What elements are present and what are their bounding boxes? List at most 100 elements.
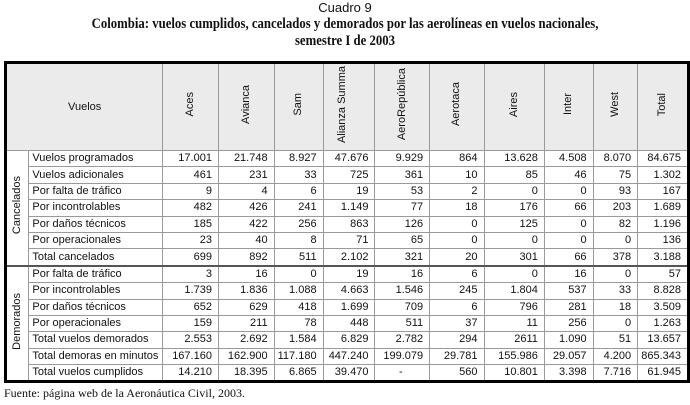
column-header: Aires: [483, 62, 545, 151]
group-demorados: Demorados: [4, 264, 30, 383]
cell-value: 33: [273, 166, 324, 184]
cell-value: 61.945: [637, 364, 689, 383]
table-row: Por falta de tráfico 9 4 6 19 53 2 0 0 93 167: [6, 182, 689, 201]
table-row: Total vuelos cumplidos 14.210 18.395 6.865 3…: [6, 364, 689, 383]
cell-value: 361: [374, 166, 431, 184]
cell-value: 1.302: [637, 166, 689, 184]
table-row: Total vuelos demorados 2.553 2.692 1.584 6.8…: [6, 331, 689, 349]
cell-value: 725: [322, 166, 376, 184]
cell-value: 256: [273, 215, 324, 233]
row-label: Por incontrolables: [28, 282, 164, 300]
cell-value: 20: [429, 248, 485, 267]
cell-value: 418: [273, 298, 324, 316]
cell-value: 3.188: [637, 248, 689, 267]
cell-value: 13.628: [483, 149, 545, 168]
table-row: Vuelos adicionales 461 231 33 725 361 10 85 46 75…: [6, 166, 689, 184]
column-header: Inter: [543, 62, 594, 151]
column-header: Total: [637, 62, 689, 151]
cell-value: 0: [483, 231, 545, 250]
table-row: Por daños técnicos 652 629 418 1.699 709 6 796 2…: [6, 298, 689, 316]
cell-value: 2.553: [162, 331, 219, 349]
cell-value: 21.748: [217, 149, 275, 168]
row-label: Por daños técnicos: [28, 215, 164, 233]
cell-value: 422: [217, 215, 275, 233]
cell-value: 117.180: [273, 347, 324, 366]
cell-value: 78: [273, 314, 324, 333]
column-header-label: Sam: [292, 93, 305, 116]
cell-value: 1.088: [273, 282, 324, 300]
cell-value: 448: [322, 314, 376, 333]
cell-value: 0: [429, 215, 485, 233]
cell-value: 37: [429, 314, 485, 333]
cell-value: 16: [217, 264, 275, 284]
cell-value: 46: [543, 166, 594, 184]
title-line-1: Colombia: vuelos cumplidos, cancelados y…: [91, 16, 599, 32]
group-label: Cancelados: [11, 176, 24, 235]
column-header-label: Aerotaca: [450, 82, 463, 127]
cell-value: 294: [429, 331, 485, 349]
cell-value: 4.508: [543, 149, 594, 168]
cell-value: 482: [162, 199, 219, 217]
cell-value: 14.210: [162, 364, 219, 383]
table-row: Por incontrolables 482 426 241 1.149 77 18 176 6…: [6, 199, 689, 217]
cell-value: 2: [429, 182, 485, 201]
cell-value: 33: [592, 282, 639, 300]
cell-value: 39.470: [322, 364, 376, 383]
cell-value: 84.675: [637, 149, 689, 168]
table-row: Demorados Por falta de tráfico 3 16 0 19 16 6 0 1…: [4, 264, 689, 383]
cell-value: 0: [543, 215, 594, 233]
row-label: Por daños técnicos: [28, 298, 164, 316]
cell-value: 1.546: [374, 282, 431, 300]
cell-value: 3.398: [543, 364, 594, 383]
row-label: Vuelos programados: [28, 149, 164, 168]
column-header-label: West: [608, 92, 621, 117]
cell-value: 0: [429, 231, 485, 250]
row-label: Por operacionales: [28, 314, 164, 333]
cell-value: 125: [483, 215, 545, 233]
column-header: Alianza Summa: [322, 62, 376, 151]
cell-value: 2.782: [374, 331, 431, 349]
cell-value: 864: [429, 149, 485, 168]
cell-value: -: [374, 364, 431, 383]
cell-value: 4: [217, 182, 275, 201]
cell-value: 245: [429, 282, 485, 300]
column-header: Aces: [162, 62, 219, 151]
table-row: Por operacionales 23 40 8 71 65 0 0 0 0 136: [6, 231, 689, 250]
source-note: Fuente: página web de la Aeronáutica Civ…: [4, 386, 245, 400]
cell-value: 0: [543, 231, 594, 250]
row-label: Total vuelos cumplidos: [28, 364, 164, 383]
cell-value: 2611: [483, 331, 545, 349]
cell-value: 53: [374, 182, 431, 201]
row-label: Por falta de tráfico: [28, 182, 164, 201]
cell-value: 699: [162, 248, 219, 267]
cell-value: 199.079: [374, 347, 431, 366]
cell-value: 7.716: [592, 364, 639, 383]
cell-value: 85: [483, 166, 545, 184]
group-cancelados: Cancelados: [4, 149, 30, 267]
cell-value: 11: [483, 314, 545, 333]
cell-value: 159: [162, 314, 219, 333]
header-row: Vuelos Aces Avianca Sam Alianza Summa AeroRe…: [4, 62, 689, 151]
cell-value: 6: [429, 298, 485, 316]
cell-value: 1.196: [637, 215, 689, 233]
cell-value: 18.395: [217, 364, 275, 383]
cell-value: 167.160: [162, 347, 219, 366]
cell-value: 6.865: [273, 364, 324, 383]
cell-value: 0: [543, 182, 594, 201]
cell-value: 65: [374, 231, 431, 250]
table-row: Cancelados Vuelos programados 17.001 21.748…: [4, 149, 689, 267]
cell-value: 17.001: [162, 149, 219, 168]
cell-value: 301: [483, 248, 545, 267]
cell-value: 281: [543, 298, 594, 316]
cell-value: 19: [322, 182, 376, 201]
cell-value: 1.804: [483, 282, 545, 300]
cell-value: 23: [162, 231, 219, 250]
cell-value: 321: [374, 248, 431, 267]
cell-value: 16: [374, 264, 431, 284]
cell-value: 9.929: [374, 149, 431, 168]
row-label: Por incontrolables: [28, 199, 164, 217]
cell-value: 57: [637, 264, 689, 284]
cell-value: 71: [322, 231, 376, 250]
cell-value: 136: [637, 231, 689, 250]
title-line-2: semestre I de 2003: [294, 33, 396, 49]
